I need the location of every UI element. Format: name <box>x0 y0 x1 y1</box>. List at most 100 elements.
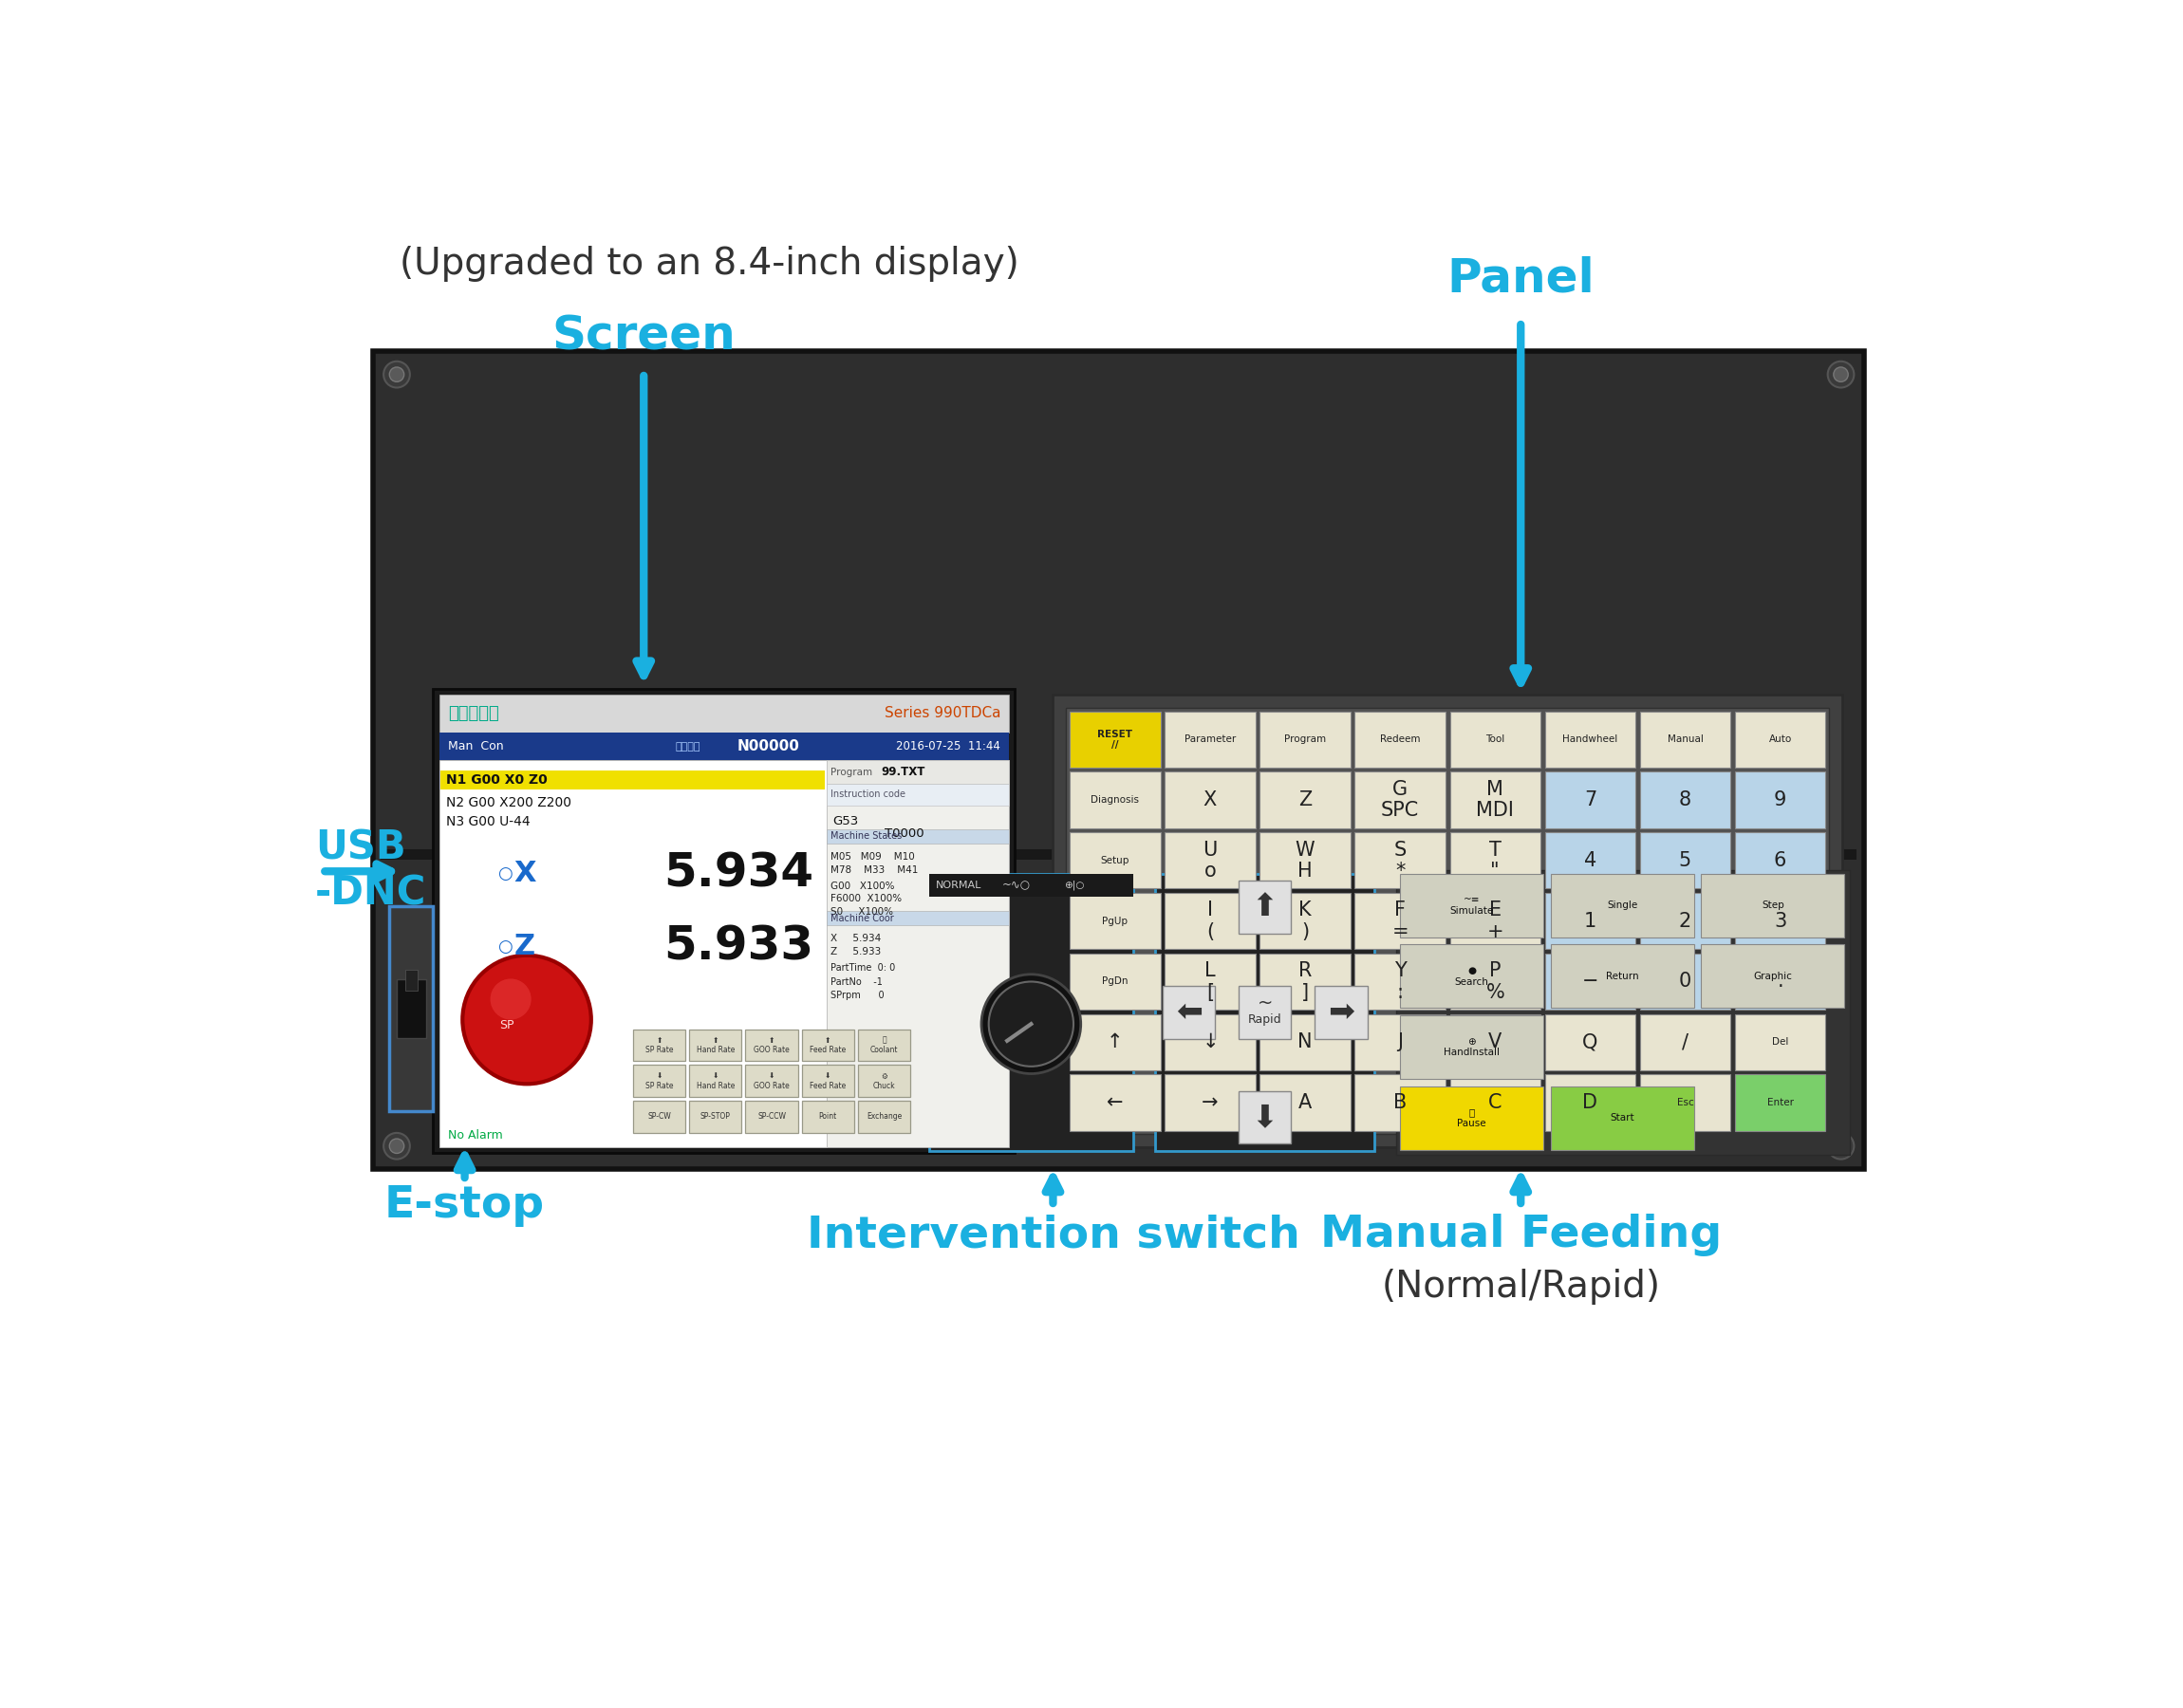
Bar <box>1639 1015 1731 1071</box>
Text: 鑫科瑞数控: 鑫科瑞数控 <box>448 705 500 722</box>
Text: Series 990TDCa: Series 990TDCa <box>884 707 1000 721</box>
Bar <box>389 907 432 1110</box>
Text: 鑫科数控: 鑫科数控 <box>675 741 701 752</box>
Bar <box>1238 1091 1292 1144</box>
Bar <box>1070 772 1161 828</box>
Text: Screen: Screen <box>552 314 736 359</box>
Text: 2: 2 <box>1679 912 1692 931</box>
Text: SP-CW: SP-CW <box>648 1112 670 1120</box>
Text: S
*: S * <box>1395 840 1406 881</box>
Text: RESET
//: RESET // <box>1098 729 1133 750</box>
Text: USB: USB <box>314 828 406 868</box>
Bar <box>1397 869 1849 1155</box>
Bar <box>441 770 825 789</box>
Bar <box>1166 893 1255 950</box>
Bar <box>1735 772 1825 828</box>
Bar <box>1450 1074 1541 1131</box>
Text: D: D <box>1583 1093 1598 1112</box>
Text: ⊕|○: ⊕|○ <box>1063 880 1085 890</box>
Text: 1: 1 <box>1585 912 1596 931</box>
Text: X: X <box>513 859 537 886</box>
Text: ~≡
Simulate: ~≡ Simulate <box>1450 895 1493 915</box>
Text: Esc: Esc <box>1677 1098 1694 1107</box>
Text: Z     5.933: Z 5.933 <box>832 946 882 956</box>
Bar <box>1070 1074 1161 1131</box>
Text: N: N <box>1299 1033 1312 1052</box>
Bar <box>1070 1015 1161 1071</box>
Bar <box>1735 893 1825 950</box>
Text: Machine States: Machine States <box>832 832 902 840</box>
Text: 9: 9 <box>1775 791 1786 810</box>
Bar <box>1735 1015 1825 1071</box>
Text: Program: Program <box>1284 734 1325 745</box>
Text: ➡: ➡ <box>1327 997 1353 1028</box>
Bar <box>1070 711 1161 767</box>
Text: 5.933: 5.933 <box>664 924 814 970</box>
Bar <box>827 828 1009 844</box>
Text: S0     X100%: S0 X100% <box>832 907 893 917</box>
Bar <box>1550 945 1694 1008</box>
Bar <box>1450 1015 1541 1071</box>
Bar <box>1260 711 1351 767</box>
Text: Instruction code: Instruction code <box>832 789 906 799</box>
Text: F6000  X100%: F6000 X100% <box>832 895 902 904</box>
Text: Man  Con: Man Con <box>448 740 504 753</box>
Text: Exchange: Exchange <box>867 1112 902 1120</box>
Text: T
": T " <box>1489 840 1502 881</box>
Text: R
]: R ] <box>1299 962 1312 1001</box>
Bar <box>744 1030 799 1061</box>
Text: 5: 5 <box>1679 851 1692 869</box>
Text: E-stop: E-stop <box>384 1185 546 1228</box>
Bar <box>1070 953 1161 1009</box>
Text: G
SPC: G SPC <box>1382 781 1419 820</box>
Text: ⬇
GOO Rate: ⬇ GOO Rate <box>753 1073 790 1090</box>
Text: 📷
Pause: 📷 Pause <box>1458 1108 1487 1129</box>
Bar <box>1450 953 1541 1009</box>
Circle shape <box>989 982 1074 1066</box>
Text: 2016-07-25  11:44: 2016-07-25 11:44 <box>895 740 1000 753</box>
Text: 4: 4 <box>1585 851 1596 869</box>
Bar <box>1450 832 1541 888</box>
Circle shape <box>448 941 605 1098</box>
Bar <box>406 970 417 991</box>
Text: 🔧
Coolant: 🔧 Coolant <box>871 1037 897 1054</box>
Text: Start: Start <box>1611 1114 1635 1122</box>
Text: Z: Z <box>1299 791 1312 810</box>
Text: Tool: Tool <box>1487 734 1504 745</box>
Text: ●
Search: ● Search <box>1454 967 1489 987</box>
Text: ⬇
SP Rate: ⬇ SP Rate <box>646 1073 672 1090</box>
Text: M05   M09    M10: M05 M09 M10 <box>832 852 915 861</box>
Text: ⬆: ⬆ <box>1251 892 1279 922</box>
Text: ⬆
SP Rate: ⬆ SP Rate <box>646 1037 672 1054</box>
Bar <box>801 1030 854 1061</box>
Text: ⚙
Chuck: ⚙ Chuck <box>873 1073 895 1090</box>
Text: X: X <box>1203 791 1216 810</box>
Bar <box>1701 873 1845 938</box>
Text: ⬆
GOO Rate: ⬆ GOO Rate <box>753 1037 790 1054</box>
Text: 6: 6 <box>1775 851 1786 869</box>
Bar <box>1260 1074 1351 1131</box>
Text: 5.934: 5.934 <box>664 851 814 897</box>
Text: Return: Return <box>1607 972 1639 980</box>
Bar <box>801 1100 854 1132</box>
Bar <box>1639 711 1731 767</box>
Text: NORMAL: NORMAL <box>937 880 982 890</box>
Bar <box>1735 711 1825 767</box>
Text: Intervention switch: Intervention switch <box>806 1214 1299 1257</box>
Bar <box>373 352 1864 1170</box>
Bar <box>1550 1086 1694 1149</box>
Text: PgDn: PgDn <box>1102 977 1129 986</box>
Bar <box>439 733 1009 760</box>
Text: -DNC: -DNC <box>314 873 426 914</box>
Bar <box>744 1064 799 1097</box>
Bar <box>1070 893 1161 950</box>
Text: ⬆
Hand Rate: ⬆ Hand Rate <box>696 1037 733 1054</box>
Bar <box>1639 893 1731 950</box>
Bar <box>1639 772 1731 828</box>
Text: U
o: U o <box>1203 840 1218 881</box>
Text: .: . <box>1777 972 1784 991</box>
Bar <box>1399 1015 1543 1079</box>
Text: ~∿○: ~∿○ <box>1002 880 1030 892</box>
Text: 0: 0 <box>1679 972 1692 991</box>
Bar <box>827 910 1009 926</box>
